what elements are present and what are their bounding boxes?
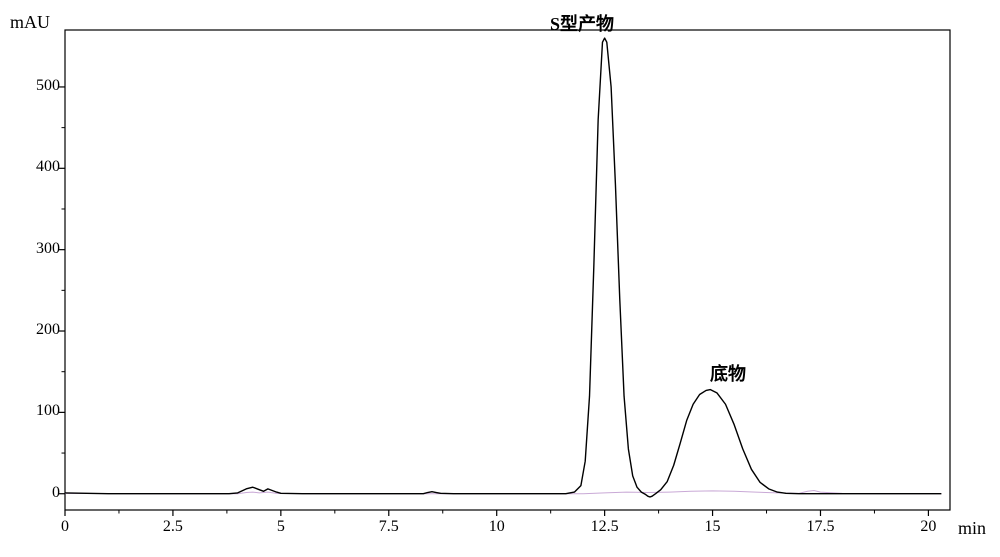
y-tick-label: 200 [10,321,60,339]
x-tick-label: 7.5 [369,518,409,536]
chart-svg [0,0,1000,557]
y-tick-label: 100 [10,402,60,420]
x-tick-label: 0 [45,518,85,536]
y-tick-label: 0 [10,484,60,502]
peak-label-substrate: 底物 [710,360,746,386]
y-tick-label: 500 [10,77,60,95]
peak-label-s-product: S型产物 [550,10,614,36]
x-tick-label: 15 [693,518,733,536]
x-tick-label: 10 [477,518,517,536]
x-tick-label: 12.5 [585,518,625,536]
y-tick-label: 300 [10,240,60,258]
y-axis-label: mAU [10,12,50,33]
chromatogram-chart: mAU min S型产物 底物 02.557.51012.51517.52001… [0,0,1000,557]
x-tick-label: 20 [908,518,948,536]
x-axis-label: min [958,518,986,539]
y-tick-label: 400 [10,158,60,176]
x-tick-label: 5 [261,518,301,536]
x-tick-label: 17.5 [800,518,840,536]
x-tick-label: 2.5 [153,518,193,536]
